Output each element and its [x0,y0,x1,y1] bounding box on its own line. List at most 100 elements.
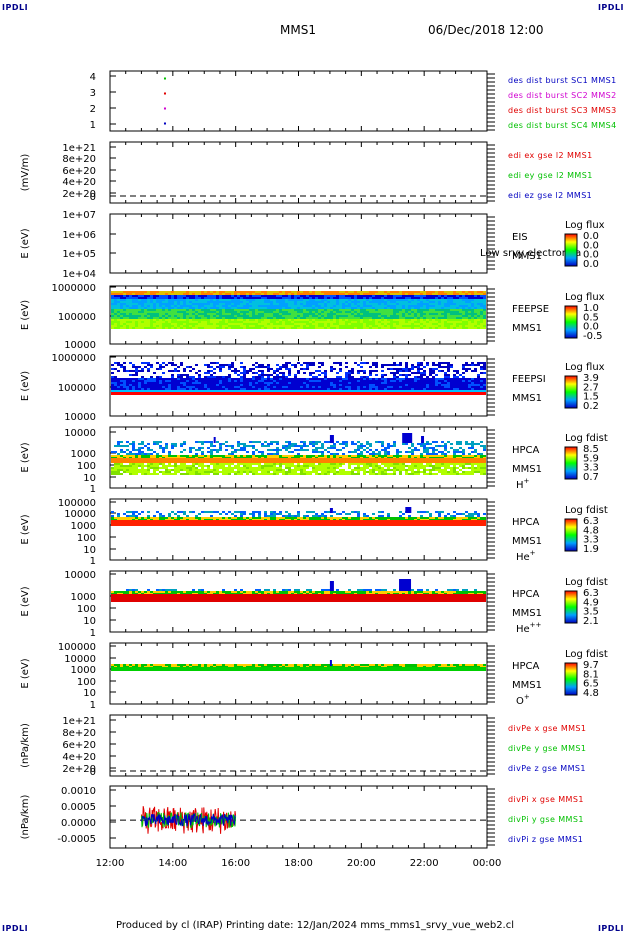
feeps_e-pixel [369,293,372,295]
hpca_h-pixel [423,447,426,449]
feeps_e-pixel [396,291,399,293]
feeps_e-pixel [147,323,150,325]
feeps_e-pixel [258,319,261,321]
feeps_e-pixel [195,323,198,325]
feeps_e-pixel [129,297,132,299]
hpca_h-pixel [174,463,177,465]
feeps_i-pixel [174,388,177,390]
feeps_e-pixel [303,293,306,295]
feeps_i-pixel [462,386,465,388]
feeps_e-pixel [390,297,393,299]
feeps_e-pixel [270,309,273,311]
feeps_e-pixel [312,317,315,319]
feeps_i-pixel [321,386,324,388]
feeps_e-pixel [378,317,381,319]
feeps_e-pixel [384,293,387,295]
hpca_h-pixel [141,469,144,471]
feeps_e-pixel [288,319,291,321]
feeps_i-pixel [276,376,279,378]
feeps_e-pixel [138,295,141,297]
feeps_e-pixel [294,293,297,295]
feeps_e-pixel [417,321,420,323]
feeps_e-pixel [168,317,171,319]
feeps_e-pixel [285,317,288,319]
feeps_e-pixel [399,315,402,317]
feeps_e-pixel [435,309,438,311]
feeps_e-pixel [390,327,393,329]
feeps_e-pixel [123,313,126,315]
feeps_e-pixel [294,301,297,303]
feeps_e-pixel [294,299,297,301]
hpca_h-pixel [126,445,129,447]
feeps_e-pixel [306,291,309,293]
feeps_e-pixel [426,303,429,305]
feeps_e-pixel [369,327,372,329]
feeps_i-pixel [441,386,444,388]
hpca_h-pixel [471,445,474,447]
feeps_e-pixel [111,319,114,321]
hpca_h-pixel [234,451,237,453]
feeps_i-pixel [465,362,468,364]
feeps_i-pixel [216,386,219,388]
feeps_e-pixel [468,297,471,299]
feeps_e-pixel [414,325,417,327]
feeps_i-pixel [246,382,249,384]
feeps_i-pixel [291,380,294,382]
feeps_i-pixel [327,388,330,390]
feeps_e-pixel [453,313,456,315]
feeps_e-pixel [312,323,315,325]
hpca_h-pixel [477,455,480,457]
feeps_e-pixel [426,313,429,315]
hpca_h-pixel [306,445,309,447]
feeps_i-pixel [387,382,390,384]
feeps_e-pixel [324,325,327,327]
feeps_i-pixel [333,380,336,382]
feeps_e-pixel [471,301,474,303]
feeps_e-pixel [288,305,291,307]
feeps_i-pixel [210,366,213,368]
feeps_e-pixel [123,311,126,313]
feeps_i-pixel [399,388,402,390]
feeps_e-pixel [369,323,372,325]
feeps_e-pixel [183,303,186,305]
feeps_i-pixel [222,366,225,368]
feeps_e-pixel [192,309,195,311]
hpca_h-pixel [210,471,213,473]
feeps_e-pixel [120,305,123,307]
feeps_e-pixel [351,325,354,327]
feeps_i-pixel [276,380,279,382]
feeps_i-pixel [366,384,369,386]
feeps_e-pixel [237,305,240,307]
feeps_e-pixel [138,293,141,295]
hpca_h-pixel [132,473,135,475]
feeps_i-pixel [228,386,231,388]
hpca_h-pixel [423,443,426,445]
feeps_i-pixel [225,384,228,386]
feeps_e-pixel [279,293,282,295]
hpca_h-pixel [144,465,147,467]
feeps_e-pixel [354,315,357,317]
feeps_e-pixel [171,299,174,301]
hpca_h-pixel [312,441,315,443]
feeps_e-pixel [420,307,423,309]
hpca_h-pixel [252,455,255,457]
feeps_e-pixel [354,301,357,303]
feeps_e-pixel [300,317,303,319]
feeps_i-pixel [351,380,354,382]
feeps_e-pixel [312,309,315,311]
feeps_e-pixel [318,325,321,327]
feeps_i-pixel [447,370,450,372]
hpca_h-pixel [423,451,426,453]
feeps_e-pixel [426,293,429,295]
feeps_e-pixel [180,295,183,297]
feeps_i-pixel [171,386,174,388]
feeps_i-colorbar-title: Log flux [565,362,605,373]
feeps_e-pixel [258,313,261,315]
feeps_e-pixel [321,311,324,313]
feeps_e-pixel [318,301,321,303]
feeps_e-pixel [162,301,165,303]
feeps_e-pixel [357,327,360,329]
feeps_e-pixel [159,297,162,299]
feeps_i-pixel [150,364,153,366]
feeps_i-pixel [420,380,423,382]
